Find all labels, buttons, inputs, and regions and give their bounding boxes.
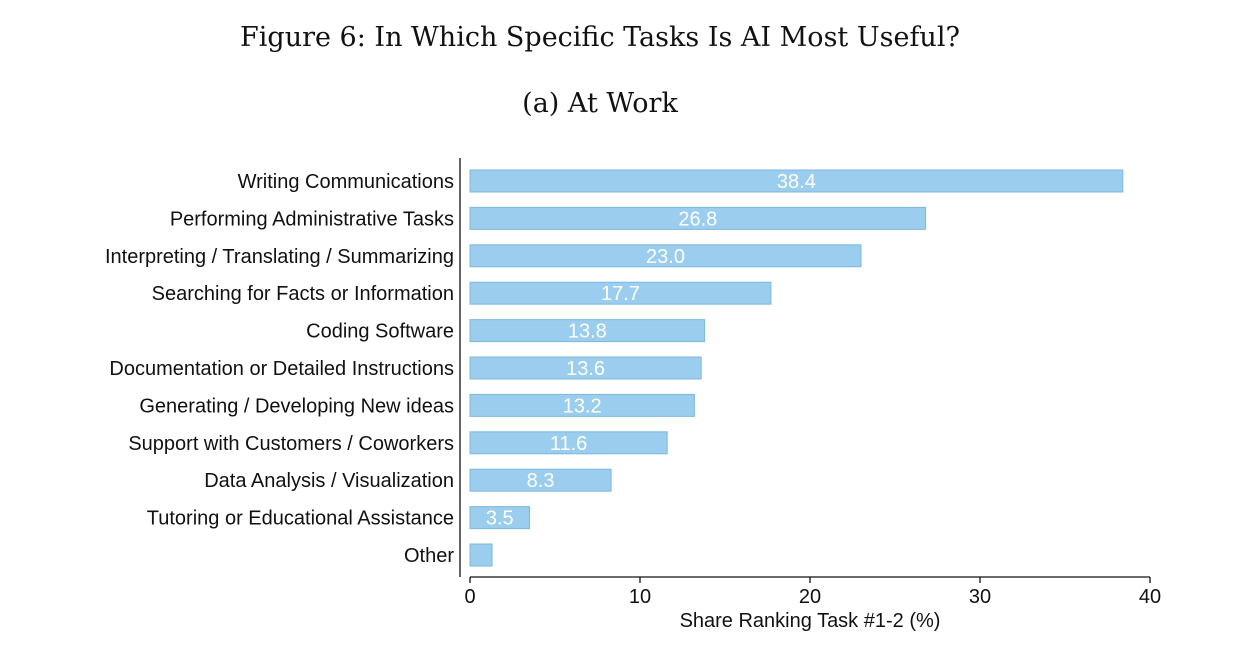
category-label: Coding Software xyxy=(306,321,454,343)
bar xyxy=(469,281,772,305)
bar-value-label: 17.7 xyxy=(601,283,640,305)
bar-value-label: 13.6 xyxy=(566,358,605,380)
bar-value-label: 26.8 xyxy=(678,208,717,230)
axes: 0 10 20 30 40 xyxy=(459,158,1161,608)
bar-value-label: 13.2 xyxy=(563,395,602,417)
category-label: Data Analysis / Visualization xyxy=(204,470,454,492)
bar-value-label: 3.5 xyxy=(486,508,514,530)
figure-subtitle: (a) At Work xyxy=(522,88,678,119)
bar xyxy=(469,506,530,530)
bar xyxy=(469,244,862,268)
bars-group xyxy=(469,169,1124,567)
x-tick-label: 0 xyxy=(464,586,475,608)
category-label: Searching for Facts or Information xyxy=(152,283,454,305)
category-label: Generating / Developing New ideas xyxy=(139,395,454,417)
bar xyxy=(469,393,695,417)
category-label: Writing Communications xyxy=(238,171,454,193)
bar xyxy=(469,543,493,567)
x-tick-label: 40 xyxy=(1139,586,1161,608)
category-label: Other xyxy=(404,545,454,567)
category-labels: Writing Communications Performing Adminis… xyxy=(105,171,454,567)
x-tick-label: 30 xyxy=(969,586,991,608)
bar xyxy=(469,206,927,230)
bar-value-label: 13.8 xyxy=(568,321,607,343)
bar xyxy=(469,169,1124,193)
bar-value-label: 38.4 xyxy=(777,171,816,193)
category-label: Performing Administrative Tasks xyxy=(170,208,454,230)
value-labels: 38.4 26.8 23.0 17.7 13.8 13.6 13.2 11.6 8.3 3.5 xyxy=(486,171,816,530)
bar xyxy=(469,319,706,343)
x-axis-title: Share Ranking Task #1-2 (%) xyxy=(680,610,941,632)
bar xyxy=(469,431,668,455)
figure-title: Figure 6: In Which Specific Tasks Is AI … xyxy=(240,22,960,53)
category-label: Tutoring or Educational Assistance xyxy=(147,508,454,530)
bar xyxy=(469,468,612,492)
x-tick-label: 20 xyxy=(799,586,821,608)
bar-value-label: 8.3 xyxy=(527,470,555,492)
category-label: Support with Customers / Coworkers xyxy=(128,433,454,455)
bar xyxy=(469,356,702,380)
category-label: Documentation or Detailed Instructions xyxy=(109,358,454,380)
x-tick-label: 10 xyxy=(629,586,651,608)
bar-value-label: 23.0 xyxy=(646,246,685,268)
bar-value-label: 11.6 xyxy=(550,433,587,455)
category-label: Interpreting / Translating / Summarizing xyxy=(105,246,454,268)
